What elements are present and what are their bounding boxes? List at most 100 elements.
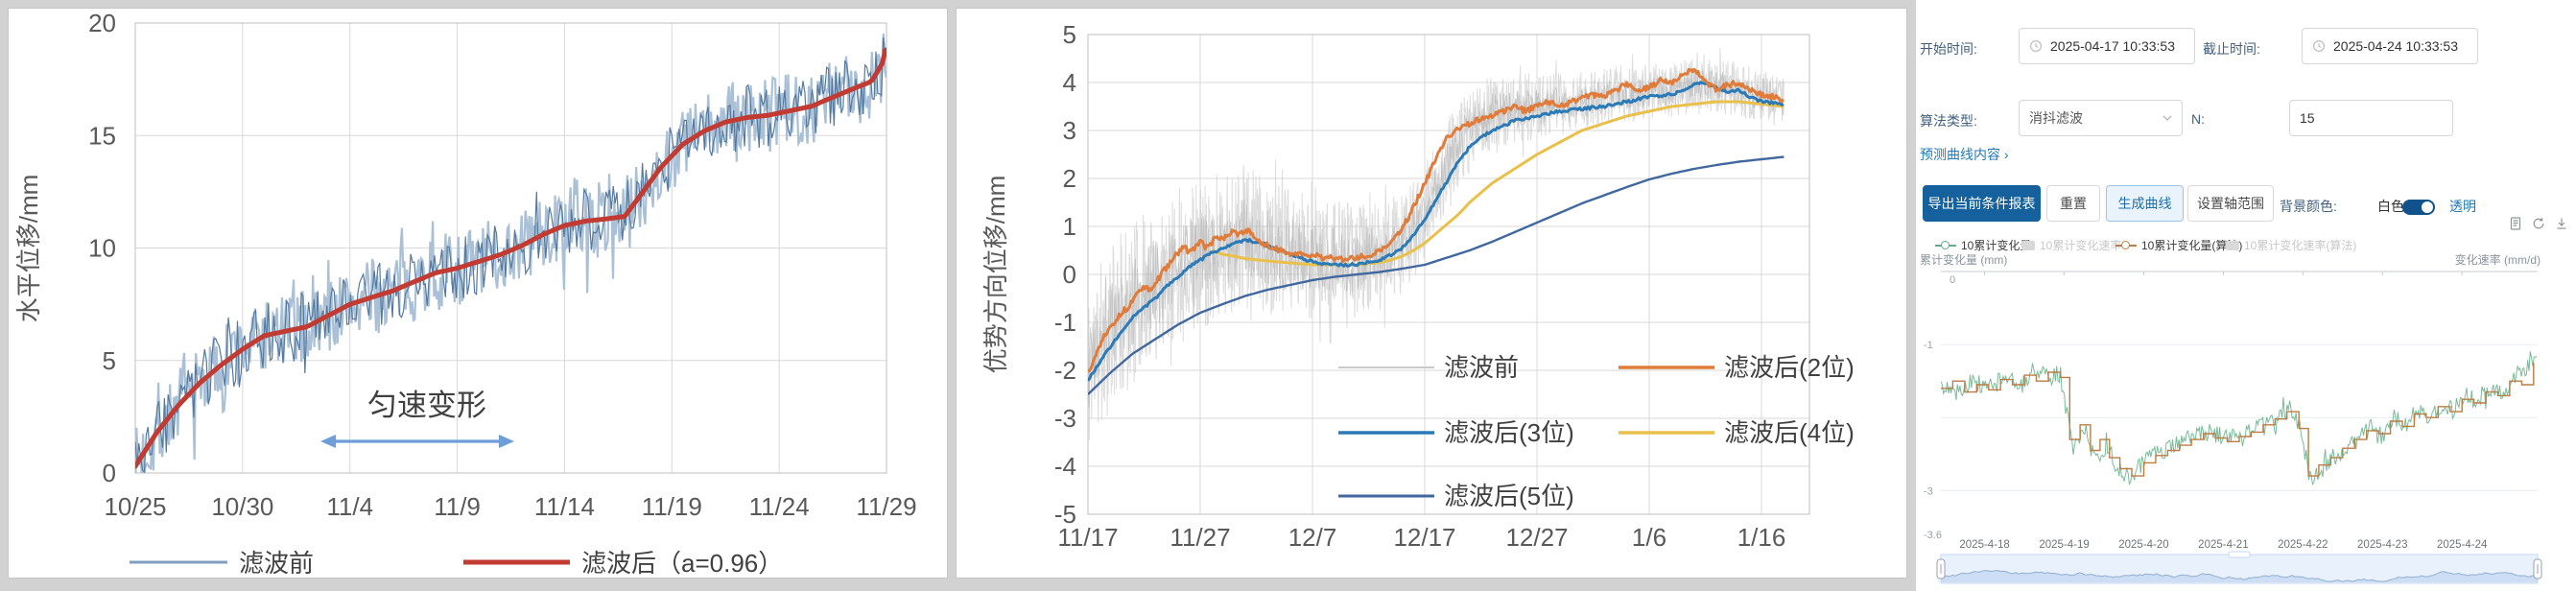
svg-text:-3: -3	[1054, 404, 1076, 433]
svg-text:11/9: 11/9	[434, 492, 481, 521]
legend-item-rate-algo[interactable]: 10累计变化速率(算法)	[2226, 237, 2356, 253]
algorithm-type-select[interactable]: 消抖滤波	[2019, 100, 2183, 136]
legend-label: 10累计变化量(算法)	[2141, 239, 2243, 252]
n-input[interactable]: 15	[2289, 100, 2453, 136]
svg-text:滤波后（a=0.96）: 滤波后（a=0.96）	[581, 549, 783, 578]
n-label: N:	[2191, 111, 2205, 127]
svg-text:15: 15	[88, 121, 116, 150]
monitoring-chart: 2025-4-18 2025-4-19 2025-4-20 2025-4-21 2025…	[1924, 271, 2542, 584]
prediction-curve-link[interactable]: 预测曲线内容 ›	[1920, 147, 2009, 162]
svg-text:0: 0	[1063, 260, 1076, 289]
svg-text:滤波后(4位): 滤波后(4位)	[1724, 418, 1855, 447]
algorithm-type-value: 消抖滤波	[2029, 110, 2083, 126]
svg-text:优势方向位移/mm: 优势方向位移/mm	[981, 176, 1010, 374]
reset-button[interactable]: 重置	[2046, 185, 2100, 222]
background-color-toggle[interactable]	[2402, 200, 2435, 215]
svg-text:11/19: 11/19	[642, 492, 702, 521]
chevron-down-icon	[2162, 115, 2172, 121]
background-color-label: 背景颜色:	[2280, 199, 2337, 214]
svg-text:2025-4-18: 2025-4-18	[1959, 539, 2009, 551]
legend-item-cumulative-algo[interactable]: 10累计变化量(算法)	[2115, 237, 2242, 253]
mini-chart-legend: 10累计变化量 10累计变化速率 10累计变化量(算法) 10累计变化速率(算法…	[1916, 237, 2576, 252]
svg-text:-5: -5	[1054, 500, 1076, 529]
end-time-label: 截止时间:	[2203, 41, 2260, 57]
end-time-input[interactable]: 2025-04-24 10:33:53	[2302, 28, 2478, 64]
horizontal-displacement-card: 10/25 10/30 11/4 11/9 11/14 11/19 11/24 11/29 0 5…	[8, 8, 948, 579]
svg-text:2025-4-24: 2025-4-24	[2437, 539, 2488, 551]
legend-item-cumulative[interactable]: 10累计变化量	[1935, 237, 2031, 253]
svg-text:匀速变形: 匀速变形	[367, 389, 486, 422]
svg-text:滤波后(2位): 滤波后(2位)	[1724, 353, 1855, 382]
svg-text:滤波前: 滤波前	[1444, 353, 1519, 382]
algorithm-type-label: 算法类型:	[1920, 113, 1977, 129]
svg-text:-4: -4	[1054, 452, 1076, 481]
svg-text:0: 0	[103, 459, 116, 487]
clock-icon	[2312, 39, 2326, 53]
line-marker-icon	[1935, 241, 1956, 249]
svg-text:12/17: 12/17	[1393, 523, 1455, 552]
svg-text:12/7: 12/7	[1288, 523, 1337, 552]
svg-text:11/27: 11/27	[1170, 523, 1230, 552]
svg-text:滤波前: 滤波前	[239, 549, 314, 578]
svg-text:0: 0	[1950, 274, 1955, 286]
report-icon[interactable]	[2508, 216, 2523, 231]
set-axis-range-button[interactable]: 设置轴范围	[2187, 185, 2274, 222]
n-value: 15	[2300, 110, 2315, 126]
svg-text:-1: -1	[1054, 308, 1076, 337]
horizontal-displacement-chart: 10/25 10/30 11/4 11/9 11/14 11/19 11/24 11/29 0 5…	[14, 9, 917, 578]
end-time-value: 2025-04-24 10:33:53	[2333, 38, 2458, 54]
start-time-label: 开始时间:	[1920, 41, 1977, 57]
svg-text:水平位移/mm: 水平位移/mm	[14, 175, 43, 323]
data-zoom-slider[interactable]	[1936, 551, 2542, 584]
svg-text:5: 5	[103, 346, 116, 375]
svg-text:11/14: 11/14	[534, 492, 595, 521]
svg-text:10/30: 10/30	[211, 492, 273, 521]
start-time-input[interactable]: 2025-04-17 10:33:53	[2019, 28, 2195, 64]
square-marker-icon	[2226, 240, 2239, 250]
dominant-direction-chart: 11/17 11/27 12/7 12/17 12/27 1/6 1/16 -5 -4 -3 -2 -…	[981, 20, 1855, 552]
data-zoom-handle[interactable]	[2533, 558, 2542, 579]
svg-text:滤波后(5位): 滤波后(5位)	[1444, 482, 1574, 510]
dominant-direction-card: 11/17 11/27 12/7 12/17 12/27 1/6 1/16 -5 -4 -3 -2 -…	[956, 8, 1907, 579]
svg-text:-1: -1	[1924, 340, 1933, 351]
svg-text:11/29: 11/29	[856, 492, 916, 521]
svg-text:10/25: 10/25	[104, 492, 166, 521]
export-report-button[interactable]: 导出当前条件报表	[1923, 185, 2041, 222]
svg-text:3: 3	[1063, 116, 1076, 145]
svg-text:11/24: 11/24	[749, 492, 810, 521]
svg-text:2: 2	[1063, 164, 1076, 193]
svg-text:1/16: 1/16	[1737, 523, 1786, 552]
data-zoom-handle[interactable]	[1936, 558, 1946, 579]
generate-curve-button[interactable]: 生成曲线	[2106, 185, 2184, 222]
svg-text:1: 1	[1063, 212, 1076, 241]
legend-label: 10累计变化速率	[2040, 239, 2122, 252]
line-marker-icon	[2115, 241, 2137, 249]
left-axis-title: 累计变化量 (mm)	[1920, 253, 2008, 267]
svg-text:1/6: 1/6	[1632, 523, 1666, 552]
svg-text:11/17: 11/17	[1057, 523, 1118, 552]
svg-text:4: 4	[1063, 68, 1076, 97]
refresh-icon[interactable]	[2531, 216, 2546, 231]
svg-text:11/4: 11/4	[326, 492, 373, 521]
svg-text:2025-4-19: 2025-4-19	[2039, 539, 2089, 551]
legend-item-rate[interactable]: 10累计变化速率	[2021, 237, 2121, 253]
legend-label: 10累计变化速率(算法)	[2244, 239, 2357, 252]
svg-text:2025-4-23: 2025-4-23	[2357, 539, 2407, 551]
control-panel: 开始时间: 2025-04-17 10:33:53 截止时间: 2025-04-…	[1916, 0, 2576, 591]
svg-text:12/27: 12/27	[1505, 523, 1568, 552]
svg-text:滤波后(3位): 滤波后(3位)	[1444, 418, 1574, 447]
download-icon[interactable]	[2554, 216, 2569, 231]
svg-text:20: 20	[88, 9, 116, 37]
svg-text:2025-4-21: 2025-4-21	[2198, 539, 2248, 551]
svg-text:-2: -2	[1054, 356, 1076, 385]
svg-text:5: 5	[1063, 20, 1076, 49]
start-time-value: 2025-04-17 10:33:53	[2050, 38, 2175, 54]
toggle-option-transparent: 透明	[2449, 199, 2476, 214]
legend-label: 10累计变化量	[1961, 239, 2032, 252]
svg-text:2025-4-20: 2025-4-20	[2118, 539, 2168, 551]
svg-text:-3.6: -3.6	[1924, 530, 1942, 541]
svg-text:-3: -3	[1924, 485, 1933, 497]
square-marker-icon	[2021, 240, 2035, 250]
clock-icon	[2029, 39, 2043, 53]
